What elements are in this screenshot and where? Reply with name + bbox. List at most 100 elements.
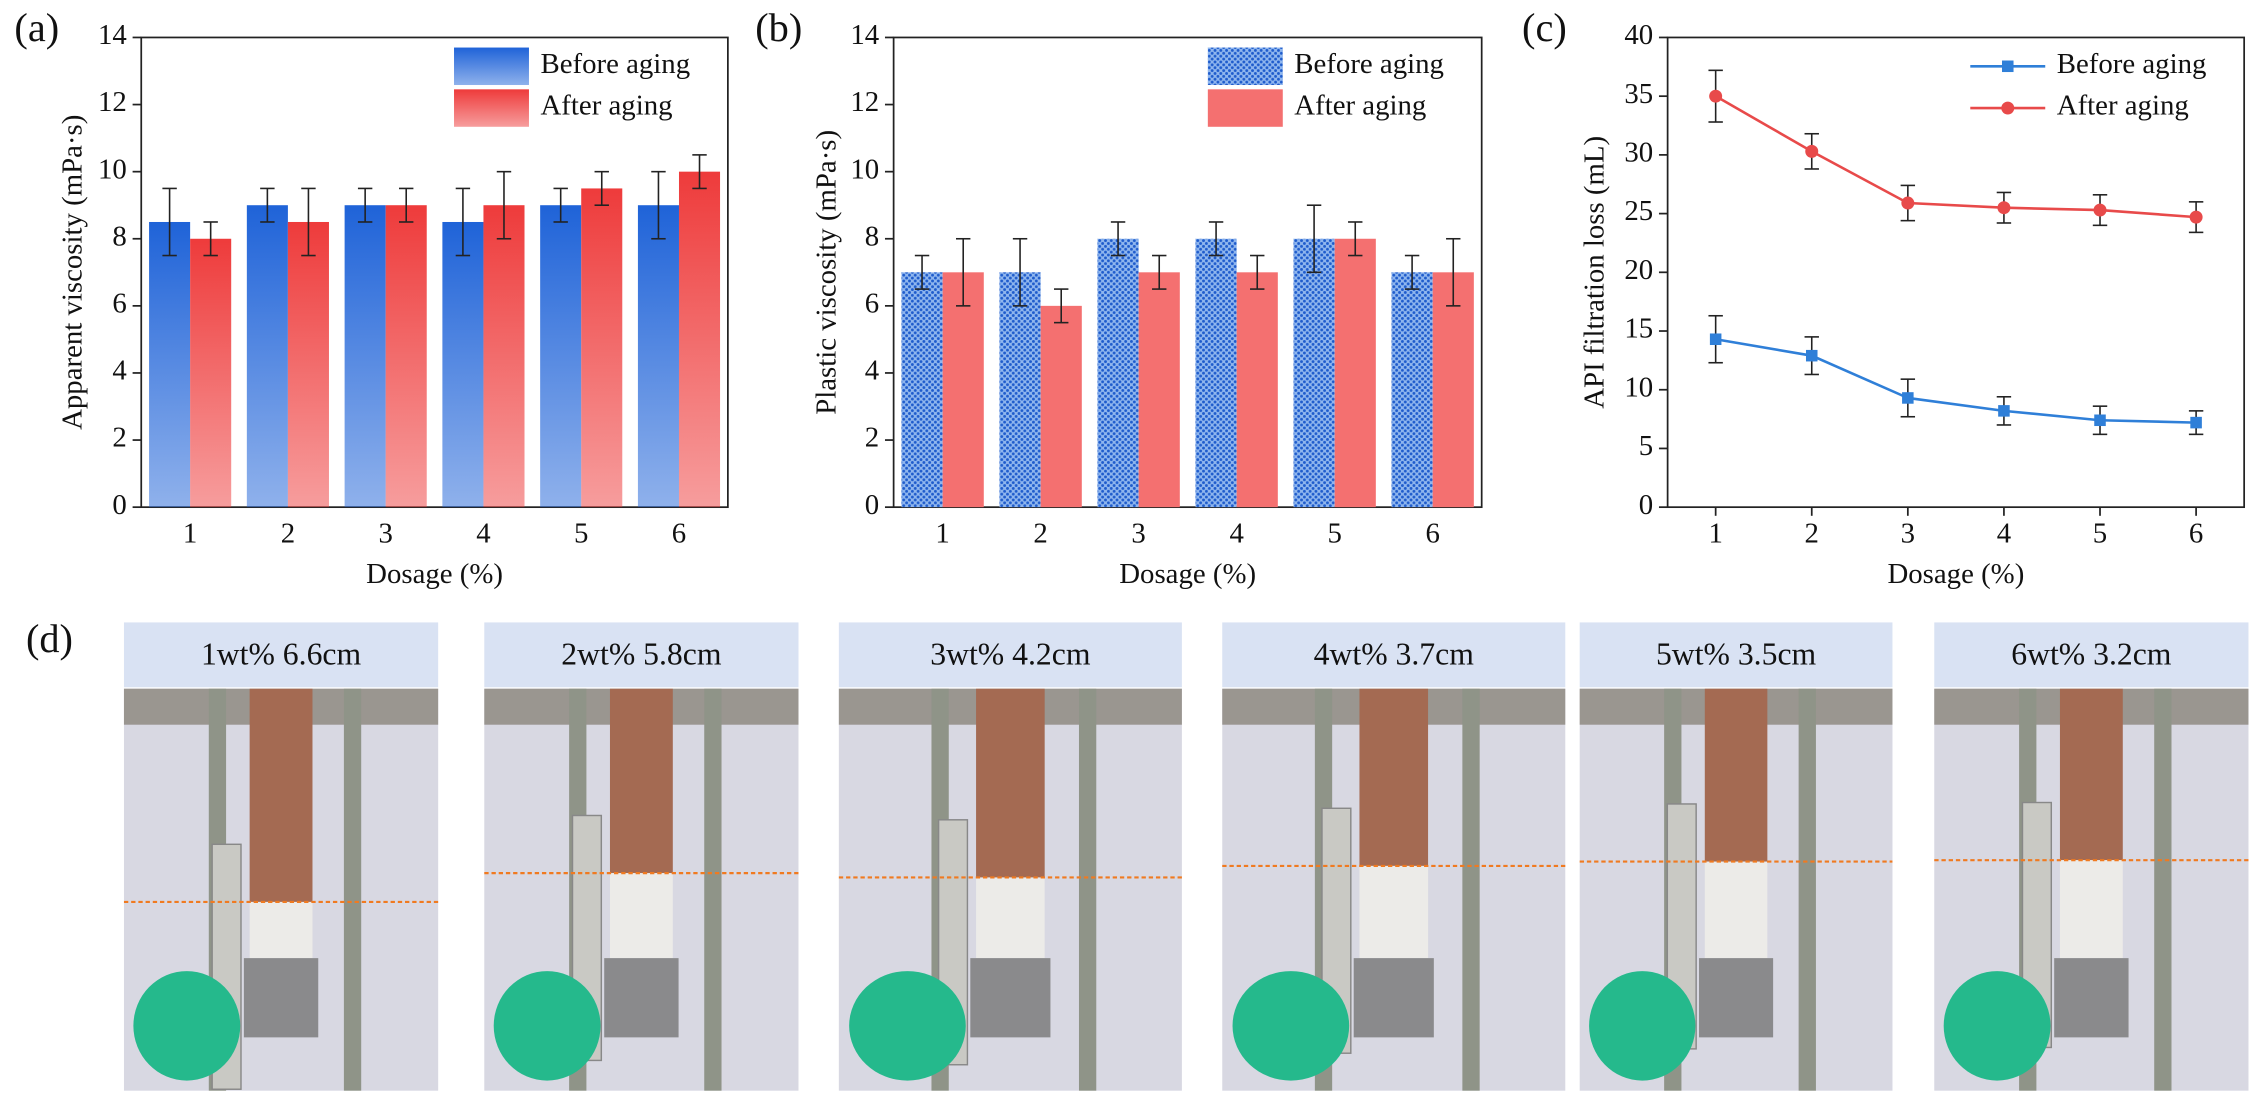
photo: 3wt% 4.2cm <box>838 622 1182 1091</box>
x-tick-label: 5 <box>1327 518 1341 550</box>
bar <box>1138 272 1180 508</box>
bar <box>1040 305 1082 508</box>
panel-label: (c) <box>1522 5 1567 50</box>
glove <box>1589 971 1696 1081</box>
error-bar <box>1054 288 1069 324</box>
error-bar <box>553 187 568 223</box>
photo: 2wt% 5.8cm <box>484 622 799 1091</box>
y-tick-label: 4 <box>865 355 879 387</box>
photo: 6wt% 3.2cm <box>1934 622 2249 1091</box>
bar <box>483 205 525 508</box>
x-tick-label: 1 <box>935 518 949 550</box>
error-bar <box>1404 254 1420 290</box>
caption: 3wt% 4.2cm <box>930 636 1091 671</box>
marker <box>2094 414 2106 427</box>
y-tick-label: 10 <box>1624 371 1653 403</box>
y-axis-title: Apparent viscosity (mPa·s) <box>57 115 89 430</box>
error-bar <box>496 170 512 240</box>
bar <box>442 221 484 508</box>
x-axis-title: Dosage (%) <box>1887 558 2024 590</box>
error-bar <box>357 187 373 223</box>
x-tick-label: 5 <box>2093 518 2107 550</box>
x-tick-label: 2 <box>1033 518 1047 550</box>
bar <box>1293 238 1335 508</box>
frame-bar <box>2154 688 2172 1091</box>
error-bar <box>455 187 471 257</box>
x-tick-label: 6 <box>1425 518 1439 550</box>
y-axis-title: API filtration loss (mL) <box>1579 136 1611 409</box>
tube-base <box>604 958 679 1038</box>
caption: 6wt% 3.2cm <box>2011 636 2172 671</box>
bar <box>1097 238 1139 508</box>
legend-label: Before aging <box>1294 48 1444 80</box>
x-tick-label: 2 <box>1805 518 1819 550</box>
glove <box>493 971 601 1081</box>
marker <box>2093 203 2107 217</box>
glove <box>1943 971 2051 1081</box>
caption-box <box>484 622 799 688</box>
y-tick-label: 14 <box>850 19 879 51</box>
y-tick-label: 8 <box>112 220 126 252</box>
legend-swatch <box>1207 89 1283 127</box>
marker <box>1901 196 1915 210</box>
bar <box>190 238 232 508</box>
error-bar <box>1446 237 1461 307</box>
tube-filtrate <box>1704 861 1768 959</box>
y-tick-label: 0 <box>1639 489 1653 521</box>
y-tick-label: 30 <box>1624 136 1653 168</box>
error-bar <box>260 187 275 223</box>
x-tick-label: 2 <box>281 518 295 550</box>
y-tick-label: 6 <box>112 287 126 319</box>
x-tick-label: 3 <box>1901 518 1915 550</box>
error-bar <box>1250 254 1265 290</box>
tube-filtrate <box>609 873 673 959</box>
tube-base <box>1699 958 1774 1038</box>
bar <box>385 205 427 508</box>
y-tick-label: 40 <box>1624 19 1653 51</box>
error-bar <box>1012 237 1028 307</box>
glove <box>133 971 241 1081</box>
y-axis-title: Plastic viscosity (mPa·s) <box>810 130 842 415</box>
marker <box>1902 392 1914 404</box>
bar <box>581 188 623 508</box>
tube-base <box>243 958 319 1038</box>
tube-filtrate <box>249 901 313 959</box>
plot-frame <box>892 36 1483 509</box>
error-bar <box>1208 221 1224 257</box>
x-tick-label: 4 <box>1997 518 2011 550</box>
marker <box>2190 416 2202 429</box>
y-tick-label: 25 <box>1624 195 1653 227</box>
caption-box <box>123 622 439 688</box>
tube-filtrate <box>1359 865 1429 959</box>
caption: 1wt% 6.6cm <box>201 636 362 671</box>
frame-bar <box>1462 688 1480 1091</box>
y-tick-label: 0 <box>865 489 879 521</box>
panel-label: (a) <box>14 5 59 50</box>
bar <box>149 221 191 508</box>
frame-bar <box>1798 688 1816 1091</box>
bar <box>1391 272 1433 508</box>
marker <box>1709 89 1723 103</box>
legend-label: After aging <box>2057 90 2189 122</box>
error-bar <box>203 221 218 257</box>
caption-box <box>1934 622 2249 688</box>
y-tick-label: 10 <box>850 153 879 185</box>
error-bar <box>1152 254 1167 290</box>
y-tick-label: 10 <box>98 153 127 185</box>
x-axis-title: Dosage (%) <box>366 558 503 590</box>
bar <box>344 205 386 508</box>
tube-base <box>1353 958 1434 1038</box>
y-tick-label: 12 <box>850 86 879 118</box>
y-tick-label: 4 <box>112 355 126 387</box>
frame-bar <box>704 688 722 1091</box>
marker <box>2002 60 2014 73</box>
legend-swatch <box>454 89 529 127</box>
legend-label: After aging <box>1294 90 1426 122</box>
tube-mud <box>976 688 1045 878</box>
tube-base <box>2054 958 2129 1038</box>
legend-swatch <box>454 47 529 86</box>
panel-label: (d) <box>26 616 73 661</box>
bar <box>942 272 984 508</box>
caption-box <box>1579 622 1893 688</box>
